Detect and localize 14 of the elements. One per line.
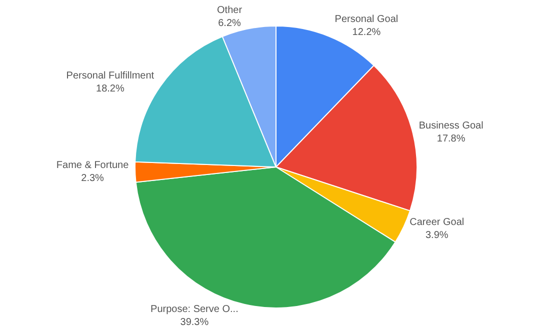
slice-label: Personal Fulfillment: [66, 70, 154, 82]
data-label: 17.8%: [436, 133, 466, 144]
slice-label: Business Goal: [418, 120, 484, 132]
data-label: 2.3%: [81, 173, 104, 184]
data-label: 39.3%: [180, 316, 209, 328]
slice-label: Other: [217, 5, 243, 16]
slice-label: Career Goal: [410, 217, 464, 228]
data-label: 18.2%: [96, 83, 124, 94]
slice-label: Personal Goal: [334, 14, 398, 25]
slice-label: Fame & Fortune: [56, 160, 130, 172]
data-label: 6.2%: [218, 18, 242, 30]
data-label: 12.2%: [352, 26, 381, 38]
data-label: 3.9%: [425, 230, 448, 242]
slice-label: Purpose: Serve O...: [150, 304, 238, 315]
